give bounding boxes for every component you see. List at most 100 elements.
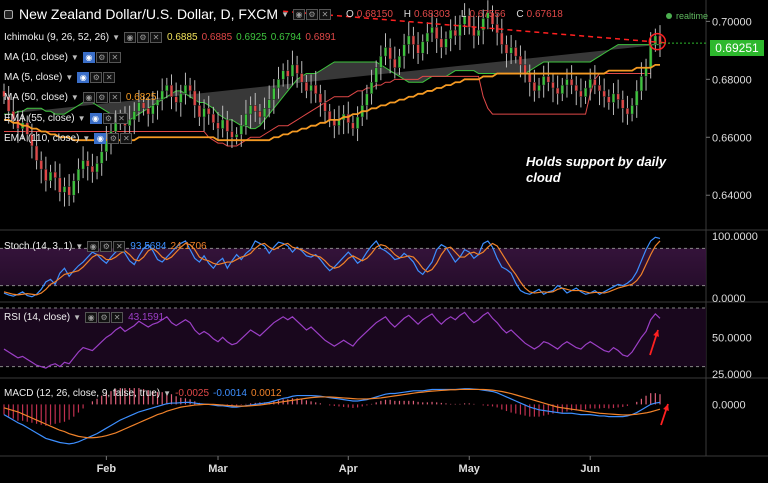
candle-body [207, 108, 211, 115]
legend-ma5[interactable]: MA (5, close) ▼ ◉ ⚙ ✕ [4, 72, 116, 83]
candle-body [393, 58, 397, 68]
candle-body [183, 84, 188, 95]
candle-body [458, 24, 462, 37]
time-tick-label: Feb [97, 463, 117, 475]
symbol-icon[interactable] [4, 9, 13, 19]
chevron-down-icon[interactable]: ▼ [82, 134, 91, 143]
close-icon[interactable]: ✕ [319, 8, 331, 20]
candle-body [379, 55, 383, 68]
macd-hist-value: -0.0025 [175, 388, 210, 399]
chart-grid [0, 0, 768, 457]
realtime-label: realtime [676, 11, 709, 21]
chevron-down-icon[interactable]: ▼ [70, 53, 79, 62]
candle-body [397, 55, 402, 68]
settings-icon[interactable]: ⚙ [90, 72, 103, 83]
candle-body [509, 47, 513, 54]
candle-body [286, 70, 290, 77]
candle-body [304, 81, 309, 92]
settings-icon[interactable]: ⚙ [95, 52, 108, 63]
chevron-down-icon[interactable]: ▼ [281, 9, 289, 19]
chevron-down-icon[interactable]: ▼ [112, 33, 120, 42]
ichimoku-value-5: 0.6891 [305, 32, 336, 43]
candle-body [453, 29, 457, 37]
close-icon[interactable]: ✕ [149, 32, 162, 43]
eye-icon[interactable]: ◉ [89, 113, 102, 124]
eye-icon[interactable]: ◉ [82, 52, 95, 63]
legend-macd[interactable]: MACD (12, 26, close, 9, false, true) ▼ -… [4, 388, 282, 399]
candle-body [448, 29, 453, 40]
close-icon[interactable]: ✕ [115, 113, 128, 124]
candle-body [248, 105, 253, 115]
realtime-indicator: realtime [666, 11, 708, 21]
candle-body [486, 12, 490, 19]
settings-icon[interactable]: ⚙ [136, 32, 149, 43]
macd-line-value: -0.0014 [213, 388, 247, 399]
eye-icon[interactable]: ◉ [77, 72, 90, 83]
close-icon[interactable]: ✕ [103, 72, 116, 83]
y-axis-labels: 0.70000 0.68000 0.66000 0.64000 100.0000 0.00… [706, 16, 758, 411]
stoch-d-line [3, 240, 661, 296]
legend-stoch[interactable]: Stoch (14, 3, 1) ▼ ◉ ⚙ ✕ 93.5684 24.1706 [4, 241, 207, 252]
candle-body [472, 26, 476, 37]
time-tick-label: Jun [580, 463, 600, 475]
chevron-down-icon[interactable]: ▼ [163, 389, 172, 398]
candle-body [323, 102, 327, 112]
eye-icon[interactable]: ◉ [293, 8, 305, 20]
candle-body [630, 105, 634, 115]
chevron-down-icon[interactable]: ▼ [70, 93, 79, 102]
legend-ma10[interactable]: MA (10, close) ▼ ◉ ⚙ ✕ [4, 52, 122, 63]
close-icon[interactable]: ✕ [108, 52, 121, 63]
close-icon[interactable]: ✕ [108, 92, 121, 103]
candle-body [569, 79, 574, 86]
legend-ichimoku[interactable]: Ichimoku (9, 26, 52, 26) ▼ ◉ ⚙ ✕ 0.6885 0.… [4, 32, 336, 43]
eye-icon[interactable]: ◉ [82, 92, 95, 103]
eye-icon[interactable]: ◉ [123, 32, 136, 43]
settings-icon[interactable]: ⚙ [306, 8, 318, 20]
rsi-arrow-head [653, 330, 659, 337]
candle-body [351, 122, 355, 129]
eye-icon[interactable]: ◉ [85, 312, 98, 323]
legend-ema110[interactable]: EMA (110, close) ▼ ◉ ⚙ ✕ [4, 133, 133, 144]
candle-body [402, 44, 406, 57]
legend-rsi[interactable]: RSI (14, close) ▼ ◉ ⚙ ✕ 43.1591 [4, 312, 164, 323]
resistance-trendline [283, 10, 670, 44]
candle-body [253, 105, 257, 112]
close-icon[interactable]: ✕ [120, 133, 133, 144]
candle-body [244, 113, 248, 126]
settings-icon[interactable]: ⚙ [102, 113, 115, 124]
eye-icon[interactable]: ◉ [87, 241, 100, 252]
candle-body [114, 122, 118, 132]
candle-body [425, 32, 430, 42]
chevron-down-icon[interactable]: ▼ [65, 73, 74, 82]
chevron-down-icon[interactable]: ▼ [73, 313, 82, 322]
settings-icon[interactable]: ⚙ [98, 312, 111, 323]
candle-body [430, 26, 434, 34]
close-icon[interactable]: ✕ [113, 241, 126, 252]
settings-icon[interactable]: ⚙ [107, 133, 120, 144]
chevron-down-icon[interactable]: ▼ [77, 114, 86, 123]
legend-macd-label: MACD (12, 26, close, 9, false, true) [4, 388, 161, 399]
candle-body [81, 160, 85, 170]
ohlc-low-value: 0.67556 [469, 8, 506, 20]
candle-body [295, 64, 299, 74]
candle-body [39, 160, 43, 170]
candle-body [653, 35, 657, 45]
candle-body [514, 47, 518, 57]
candle-body [546, 76, 550, 83]
settings-icon[interactable]: ⚙ [95, 92, 108, 103]
close-icon[interactable]: ✕ [111, 312, 124, 323]
chevron-down-icon[interactable]: ▼ [75, 242, 84, 251]
candle-body [444, 38, 448, 48]
candle-body [86, 160, 90, 167]
candle-body [500, 32, 504, 45]
settings-icon[interactable]: ⚙ [100, 241, 113, 252]
eye-icon[interactable]: ◉ [94, 133, 107, 144]
candle-body [25, 122, 29, 135]
candle-body [290, 64, 295, 77]
legend-ma50[interactable]: MA (50, close) ▼ ◉ ⚙ ✕ 0.6825 [4, 92, 156, 103]
legend-ema55[interactable]: EMA (55, close) ▼ ◉ ⚙ ✕ [4, 113, 129, 124]
candle-body [579, 90, 583, 97]
candle-body [542, 76, 546, 86]
ichimoku-value-2: 0.6885 [201, 32, 233, 43]
chart-title[interactable]: New Zealand Dollar/U.S. Dollar, D, FXCM [19, 6, 279, 22]
